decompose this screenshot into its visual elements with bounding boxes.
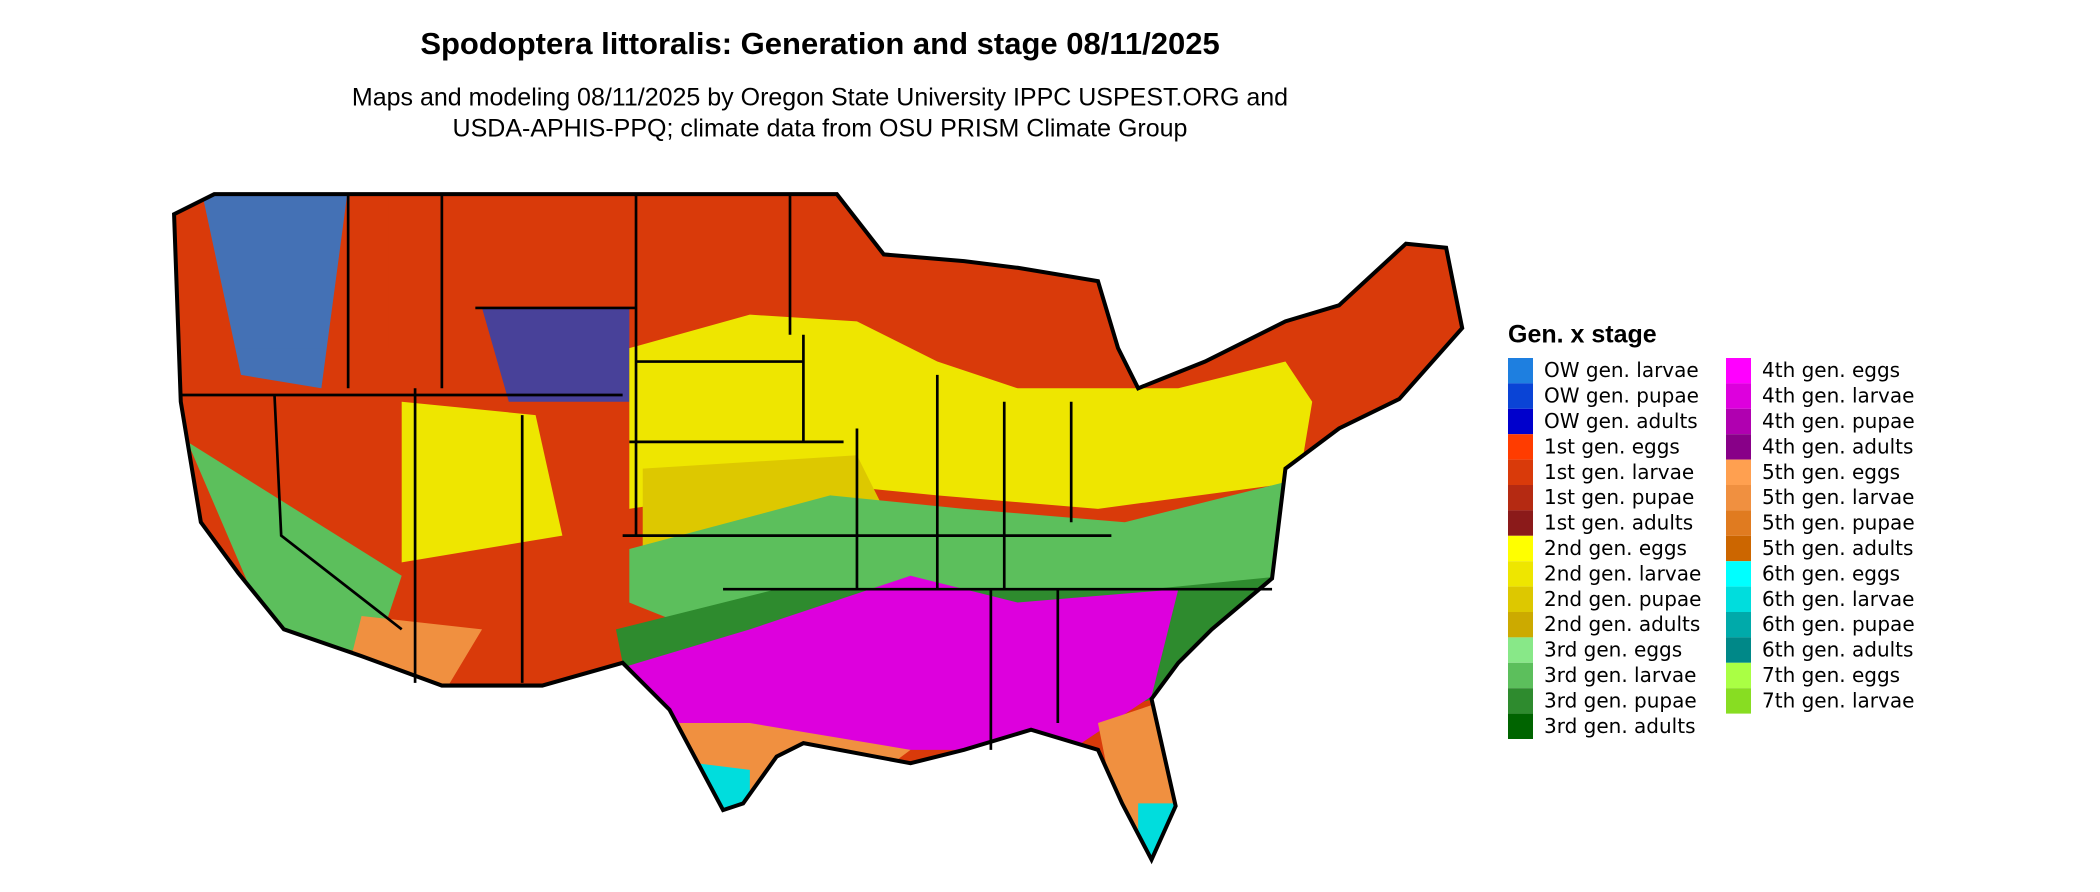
legend-label: 4th gen. larvae: [1762, 384, 1914, 408]
us-map: [172, 192, 1465, 865]
legend-swatch: [1726, 434, 1751, 460]
legend-swatch: [1726, 561, 1751, 587]
legend-swatch: [1726, 358, 1751, 384]
legend-label: 5th gen. adults: [1762, 536, 1913, 560]
legend-swatch: [1726, 688, 1751, 714]
legend-label: OW gen. pupae: [1544, 384, 1699, 408]
legend-swatch: [1726, 459, 1751, 485]
legend-swatch: [1726, 485, 1751, 511]
legend-swatch: [1508, 688, 1533, 714]
legend-swatch: [1508, 561, 1533, 587]
legend-title: Gen. x stage: [1508, 321, 1657, 349]
legend-swatch: [1508, 408, 1533, 435]
map-subtitle: USDA-APHIS-PPQ; climate data from OSU PR…: [453, 115, 1188, 143]
legend-swatch: [1508, 612, 1533, 638]
legend-label: 3rd gen. larvae: [1544, 663, 1696, 687]
legend-swatch: [1508, 510, 1533, 536]
legend-label: 4th gen. eggs: [1762, 358, 1900, 382]
legend-swatch: [1726, 612, 1751, 638]
legend-label: 6th gen. eggs: [1762, 561, 1900, 585]
legend-swatch: [1726, 586, 1751, 612]
legend-label: 1st gen. adults: [1544, 511, 1693, 535]
legend-swatch: [1508, 535, 1533, 562]
legend-label: 4th gen. adults: [1762, 434, 1913, 458]
legend-label: 1st gen. pupae: [1544, 485, 1694, 509]
legend-label: 3rd gen. adults: [1544, 714, 1695, 738]
legend-swatch: [1508, 586, 1533, 612]
legend-swatch: [1726, 510, 1751, 536]
map-title: Spodoptera littoralis: Generation and st…: [420, 26, 1219, 61]
legend-swatch: [1508, 434, 1533, 460]
legend-label: 5th gen. larvae: [1762, 485, 1914, 509]
legend-label: OW gen. larvae: [1544, 358, 1699, 382]
legend-swatch: [1508, 383, 1533, 409]
legend-label: 5th gen. eggs: [1762, 460, 1900, 484]
legend-label: 6th gen. larvae: [1762, 587, 1914, 611]
legend-swatch: [1508, 713, 1533, 739]
legend-swatch: [1726, 535, 1751, 562]
legend-label: 1st gen. eggs: [1544, 434, 1680, 458]
map-subtitle: Maps and modeling 08/11/2025 by Oregon S…: [352, 84, 1288, 112]
legend-label: 3rd gen. pupae: [1544, 688, 1697, 712]
legend-swatch: [1508, 637, 1533, 663]
legend-label: 6th gen. adults: [1762, 638, 1913, 662]
legend-swatch: [1508, 485, 1533, 511]
legend-swatch: [1508, 358, 1533, 384]
legend-label: 3rd gen. eggs: [1544, 638, 1682, 662]
legend-label: 2nd gen. eggs: [1544, 536, 1687, 560]
legend-swatch: [1726, 408, 1751, 435]
legend-label: 7th gen. eggs: [1762, 663, 1900, 687]
legend-swatch: [1726, 637, 1751, 663]
legend-label: 7th gen. larvae: [1762, 688, 1914, 712]
legend-swatch: [1508, 662, 1533, 689]
legend-label: 6th gen. pupae: [1762, 612, 1915, 636]
legend-label: OW gen. adults: [1544, 409, 1698, 433]
legend-label: 1st gen. larvae: [1544, 460, 1694, 484]
legend-swatch: [1508, 459, 1533, 485]
legend-label: 2nd gen. larvae: [1544, 561, 1701, 585]
legend-label: 2nd gen. pupae: [1544, 587, 1701, 611]
legend-label: 5th gen. pupae: [1762, 511, 1915, 535]
legend-label: 2nd gen. adults: [1544, 612, 1700, 636]
legend-swatch: [1726, 383, 1751, 409]
legend-swatch: [1726, 662, 1751, 689]
legend-label: 4th gen. pupae: [1762, 409, 1915, 433]
